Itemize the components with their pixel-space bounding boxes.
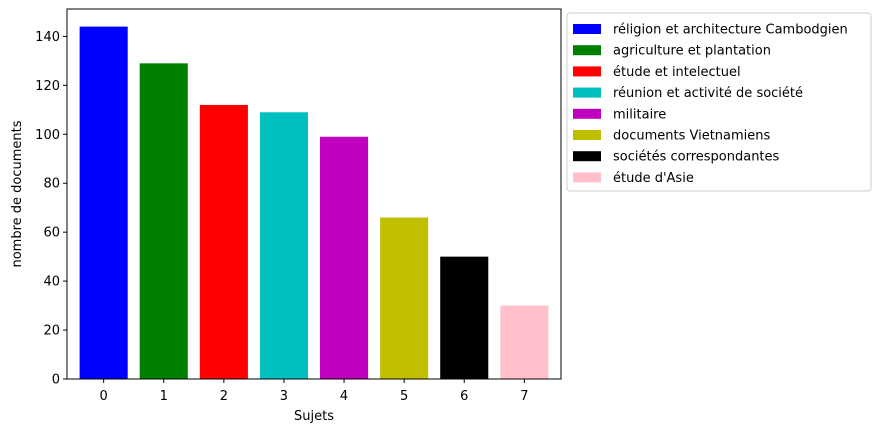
legend-label-5: documents Vietnamiens (613, 129, 771, 144)
y-tick-label: 60 (43, 226, 60, 241)
y-tick-label: 140 (35, 30, 60, 45)
y-tick-label: 0 (52, 373, 60, 388)
y-axis-ticks: 0 20 40 60 80 100 120 140 (35, 30, 67, 388)
y-tick-label: 20 (43, 324, 60, 339)
bar-4 (320, 136, 369, 379)
bar-0 (79, 26, 128, 379)
bar-2 (199, 104, 248, 379)
y-tick-label: 80 (43, 177, 60, 192)
legend-label-4: militaire (613, 107, 666, 122)
bar-1 (139, 63, 188, 379)
x-tick-label: 4 (340, 389, 348, 404)
legend-swatch-4 (573, 108, 601, 119)
legend-label-3: réunion et activité de société (613, 86, 803, 101)
x-tick-label: 0 (100, 389, 108, 404)
bar-5 (380, 217, 429, 379)
legend-swatch-5 (573, 130, 601, 140)
x-axis-label: Sujets (294, 409, 334, 424)
y-tick-label: 120 (35, 79, 60, 94)
bar-3 (259, 112, 308, 379)
legend-label-7: étude d'Asie (613, 171, 694, 186)
legend-swatch-0 (573, 24, 601, 34)
x-tick-label: 3 (280, 389, 288, 404)
legend-label-6: sociétés correspondantes (613, 150, 780, 165)
y-axis-label: nombre de documents (10, 120, 25, 267)
legend-swatch-6 (573, 151, 601, 162)
x-tick-label: 6 (460, 389, 468, 404)
y-tick-label: 40 (43, 275, 60, 290)
x-tick-label: 2 (220, 389, 228, 404)
y-tick-label: 100 (35, 128, 60, 143)
legend-swatch-7 (573, 172, 601, 183)
x-tick-label: 7 (520, 389, 528, 404)
x-tick-label: 1 (160, 389, 168, 404)
bars-group (79, 26, 549, 379)
legend-swatch-1 (573, 45, 601, 56)
legend: réligion et architecture Cambodgien agric… (566, 12, 872, 192)
legend-swatch-2 (573, 66, 601, 77)
x-axis-ticks: 0 1 2 3 4 5 6 7 (100, 379, 528, 404)
legend-label-2: étude et intelectuel (613, 65, 741, 80)
x-tick-label: 5 (400, 389, 408, 404)
legend-swatch-3 (573, 87, 601, 98)
bar-6 (440, 256, 489, 379)
legend-label-0: réligion et architecture Cambodgien (613, 23, 848, 38)
plot-frame (66, 8, 562, 380)
bar-7 (500, 305, 549, 379)
legend-label-1: agriculture et plantation (613, 44, 771, 59)
legend-box (566, 12, 872, 192)
